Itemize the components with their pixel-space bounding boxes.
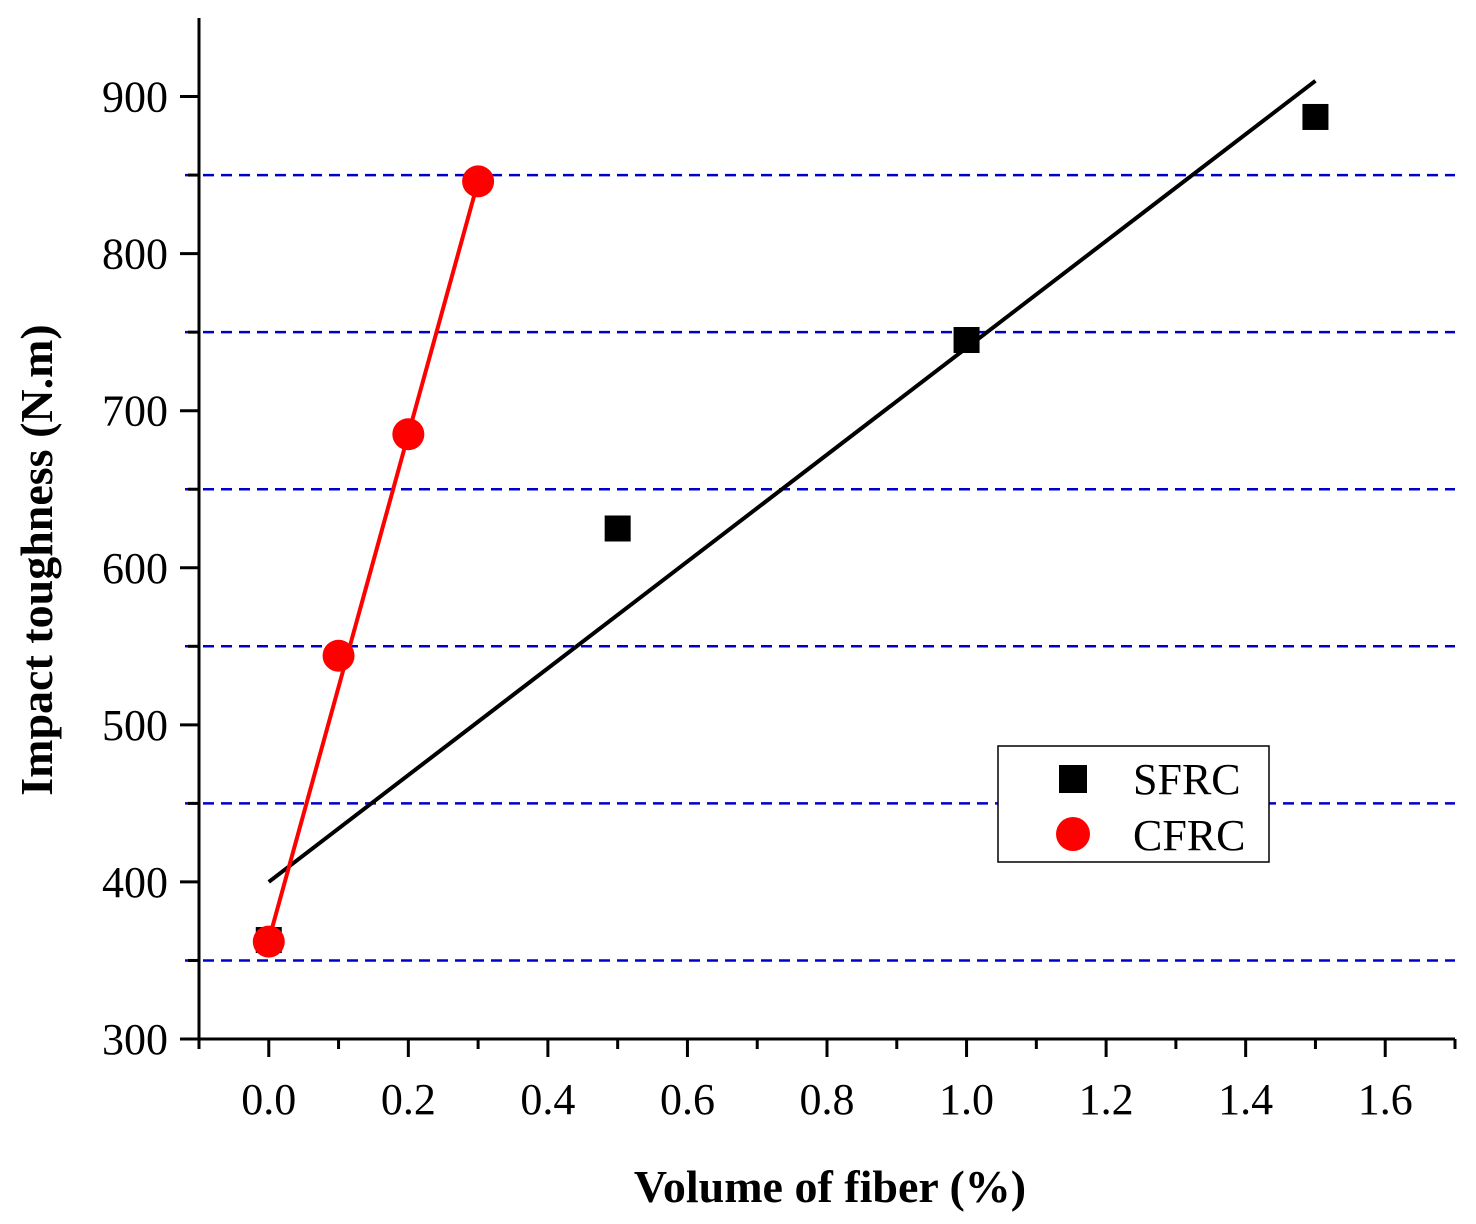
point-sfrc-1 [604, 515, 631, 542]
y-tick-label-500: 500 [102, 701, 168, 750]
x-tick-label-0.6: 0.6 [660, 1075, 715, 1124]
x-tick-label-0.8: 0.8 [800, 1075, 855, 1124]
x-tick-label-0.2: 0.2 [381, 1075, 436, 1124]
x-tick-label-1.4: 1.4 [1218, 1075, 1273, 1124]
data-markers [252, 103, 1329, 958]
y-tick-label-600: 600 [102, 544, 168, 593]
legend-box [997, 745, 1270, 863]
y-tick-label-400: 400 [102, 858, 168, 907]
axes [197, 18, 1455, 1041]
fit-lines [266, 79, 1317, 941]
point-sfrc-2 [953, 327, 980, 354]
x-axis-title: Volume of fiber (%) [634, 1161, 1026, 1212]
y-axis-title: Impact toughness (N.m) [11, 324, 62, 796]
point-sfrc-3 [1302, 103, 1329, 130]
point-cfrc-2 [392, 418, 425, 451]
fit-line-sfrc [267, 79, 1317, 884]
point-cfrc-1 [322, 639, 355, 672]
legend-marker-cfrc [1056, 817, 1090, 851]
point-cfrc-3 [462, 165, 495, 198]
x-tick-label-1: 1.0 [939, 1075, 994, 1124]
legend-marker-sfrc [1059, 765, 1087, 793]
y-tick-label-900: 900 [102, 73, 168, 122]
reference-lines [185, 173, 1455, 962]
x-tick-label-0: 0.0 [241, 1075, 296, 1124]
y-tick-label-300: 300 [102, 1015, 168, 1064]
legend-label-cfrc: CFRC [1133, 811, 1246, 860]
legend-label-sfrc: SFRC [1133, 755, 1241, 804]
x-tick-label-1.2: 1.2 [1079, 1075, 1134, 1124]
y-tick-label-800: 800 [102, 230, 168, 279]
ticks: 300 400 500 600 700 800 900 0.0 0.2 0.4 0.6 0.8 1.0 1… [102, 73, 1457, 1124]
x-tick-label-0.4: 0.4 [520, 1075, 575, 1124]
x-tick-label-1.6: 1.6 [1358, 1075, 1413, 1124]
fit-line-cfrc [266, 180, 481, 941]
legend: SFRC CFRC [997, 745, 1270, 863]
point-cfrc-0 [252, 925, 285, 958]
y-tick-label-700: 700 [102, 387, 168, 436]
